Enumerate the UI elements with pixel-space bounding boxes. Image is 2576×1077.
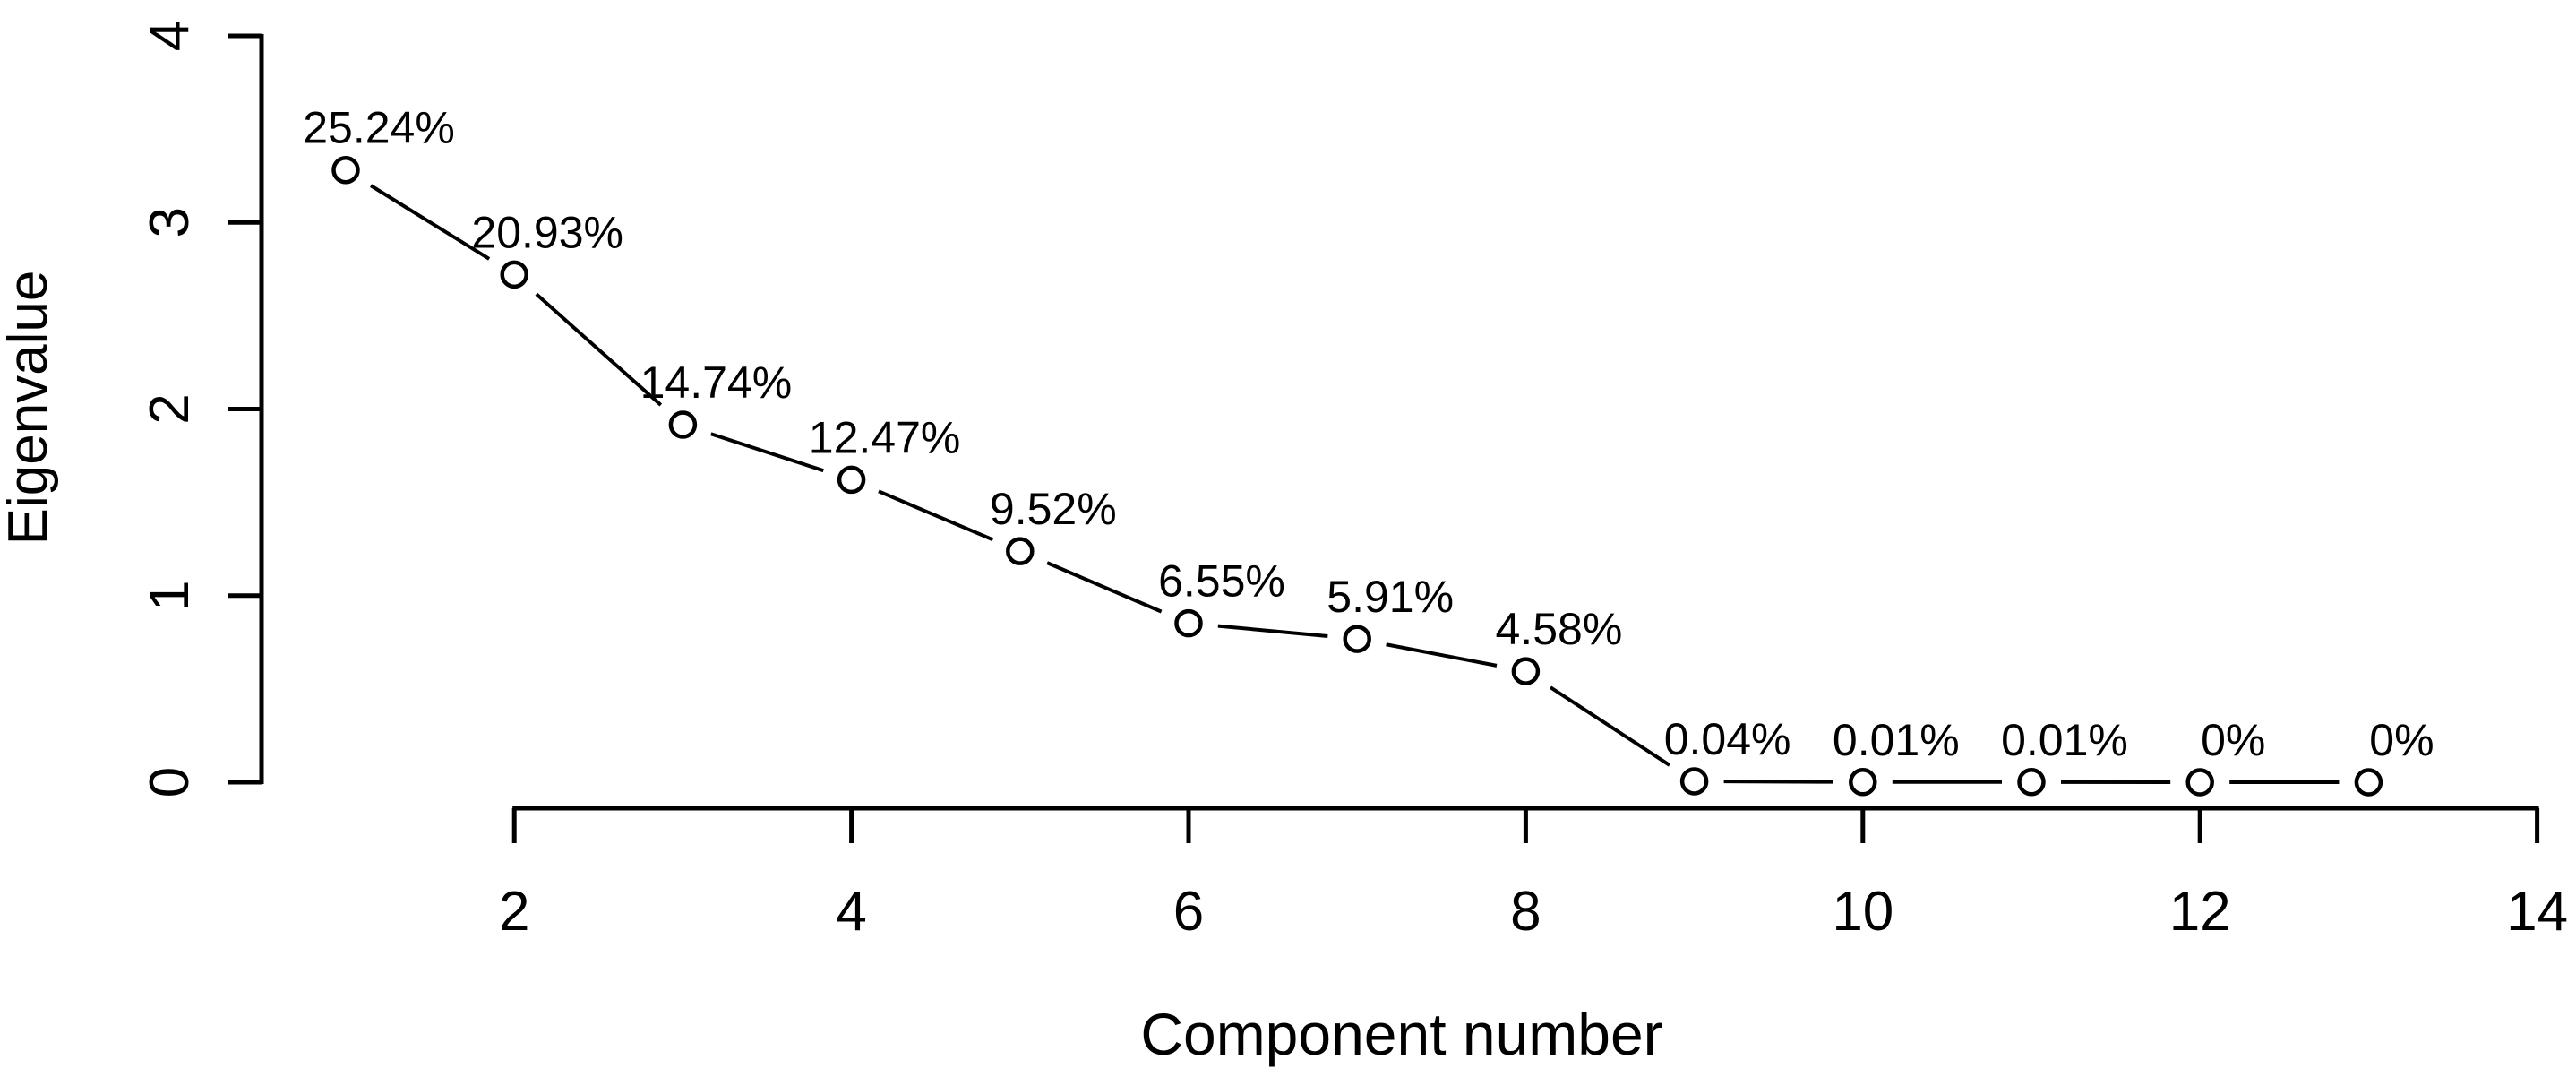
data-point-marker — [2017, 768, 2046, 797]
line-segment — [710, 432, 824, 473]
y-tick-label: 3 — [139, 207, 201, 237]
x-tick-label: 14 — [2506, 881, 2568, 943]
series-line-segments — [369, 184, 2340, 784]
line-segment — [1549, 685, 1671, 767]
x-tick-label: 8 — [1510, 881, 1541, 943]
series-points — [331, 155, 2383, 797]
y-tick-label: 1 — [139, 581, 201, 611]
line-segment — [878, 489, 994, 542]
data-point-marker — [2354, 768, 2383, 797]
data-point-marker — [500, 260, 528, 289]
point-percentage-label: 5.91% — [1327, 572, 1454, 622]
x-axis: 2 4 6 8 10 12 14 — [499, 806, 2568, 943]
point-percentage-label: 25.24% — [303, 103, 455, 153]
point-percentage-label: 6.55% — [1158, 556, 1285, 607]
line-segment — [1723, 780, 1833, 784]
y-axis: 0 1 2 3 4 — [139, 21, 264, 797]
data-point-marker — [1006, 537, 1035, 565]
point-percentage-label: 9.52% — [990, 484, 1117, 534]
data-point-marker — [2185, 768, 2214, 797]
data-point-marker — [1174, 608, 1203, 638]
point-percentage-label: 20.93% — [471, 207, 623, 257]
point-value-labels: 25.24% 20.93% 14.74% 12.47% 9.52% 6.55% 5.91% 4… — [303, 103, 2434, 765]
line-segment — [1217, 624, 1328, 639]
y-tick-label: 4 — [139, 21, 201, 51]
x-tick-label: 12 — [2169, 881, 2231, 943]
line-segment — [535, 292, 663, 407]
y-axis-title: Eigenvalue — [0, 271, 59, 546]
line-segment — [369, 184, 491, 261]
x-tick-label: 2 — [499, 881, 529, 943]
x-tick-label: 10 — [1832, 881, 1893, 943]
point-percentage-label: 14.74% — [640, 358, 793, 408]
y-tick-label: 0 — [139, 767, 201, 797]
data-point-marker — [331, 155, 360, 185]
x-axis-title: Component number — [1140, 1001, 1662, 1067]
point-percentage-label: 0.01% — [1833, 715, 1960, 765]
line-segment — [1046, 561, 1163, 614]
data-point-marker — [837, 465, 866, 495]
data-point-marker — [1511, 657, 1541, 685]
point-percentage-label: 0% — [2201, 715, 2265, 765]
point-percentage-label: 0.04% — [1664, 714, 1791, 764]
point-percentage-label: 0% — [2369, 715, 2434, 765]
x-tick-label: 4 — [836, 881, 866, 943]
y-tick-label: 2 — [139, 393, 201, 424]
point-percentage-label: 4.58% — [1496, 604, 1623, 654]
data-point-marker — [668, 410, 698, 439]
point-percentage-label: 12.47% — [809, 412, 961, 462]
data-point-marker — [1343, 625, 1371, 653]
x-tick-label: 6 — [1173, 881, 1204, 943]
line-segment — [1386, 642, 1498, 668]
data-point-marker — [1849, 768, 1877, 797]
data-point-marker — [1679, 767, 1709, 796]
point-percentage-label: 0.01% — [2001, 715, 2128, 765]
